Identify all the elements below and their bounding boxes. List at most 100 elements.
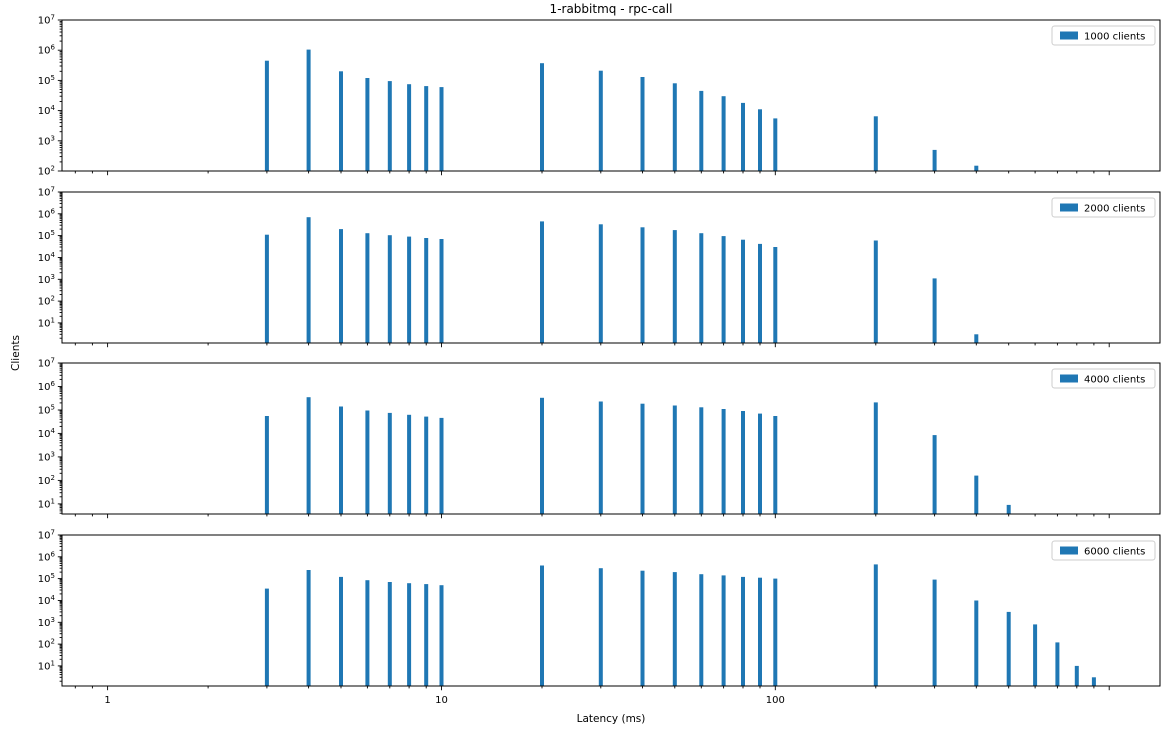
y-tick-label: 105: [38, 229, 55, 242]
bar: [407, 414, 412, 514]
legend: 6000 clients: [1051, 540, 1156, 561]
bar: [699, 574, 704, 686]
y-tick-label: 104: [38, 594, 56, 607]
bar: [365, 410, 370, 514]
bar: [640, 227, 645, 343]
bar: [640, 77, 645, 171]
legend-swatch: [1060, 374, 1078, 383]
bar: [1074, 665, 1079, 686]
bar: [699, 233, 704, 343]
legend-swatch: [1060, 203, 1078, 212]
bar: [773, 416, 778, 514]
y-tick-label: 101: [38, 316, 55, 329]
bar: [758, 243, 762, 343]
y-tick-label: 102: [38, 638, 55, 651]
bar: [264, 416, 269, 514]
bar: [387, 81, 392, 171]
y-tick-label: 102: [38, 165, 55, 178]
bar: [721, 236, 726, 343]
legend: 4000 clients: [1051, 368, 1156, 389]
bar: [424, 86, 429, 171]
bar: [264, 588, 269, 686]
bar: [439, 239, 444, 343]
bar: [721, 96, 726, 171]
bar: [932, 435, 937, 514]
bar: [1055, 642, 1060, 686]
y-tick-label: 107: [38, 14, 55, 27]
x-tick-label: 1: [104, 695, 110, 706]
y-axis-label: Clients: [10, 335, 22, 371]
subplot-4000-clients: 107 106 105 104 103 102 101 4000 clients: [38, 357, 1161, 519]
y-tick-label: 102: [38, 474, 55, 487]
bar: [439, 417, 444, 514]
bar: [721, 409, 726, 514]
bar: [699, 407, 704, 514]
bar: [741, 102, 745, 171]
bar: [439, 585, 444, 686]
y-tick-label: 105: [38, 572, 55, 585]
y-tick-label: 106: [38, 380, 56, 393]
bar: [758, 577, 762, 686]
bar: [424, 238, 429, 343]
legend-swatch: [1060, 31, 1078, 40]
bar: [540, 397, 544, 514]
legend-label: 6000 clients: [1084, 547, 1145, 558]
axes-frame: [61, 362, 1161, 515]
bar: [598, 224, 603, 343]
bar: [339, 576, 343, 686]
bar: [365, 78, 370, 171]
bar: [264, 234, 269, 343]
bar: [598, 401, 603, 514]
bar: [932, 278, 937, 343]
bar: [672, 572, 677, 686]
y-tick-label: 103: [38, 134, 55, 147]
bar: [339, 406, 343, 514]
bar: [741, 576, 745, 686]
bar: [306, 217, 311, 343]
bar: [540, 565, 544, 686]
chart-title: 1-rabbitmq - rpc-call: [549, 2, 673, 16]
bar: [873, 564, 878, 686]
bar: [758, 413, 762, 514]
bar: [306, 570, 311, 686]
y-tick-label: 101: [38, 497, 55, 510]
bar: [873, 402, 878, 514]
bar: [407, 84, 412, 171]
axes-frame: [61, 19, 1161, 172]
bar: [424, 584, 429, 686]
y-tick-label: 106: [38, 550, 56, 563]
bar: [306, 397, 311, 514]
y-tick-label: 105: [38, 74, 55, 87]
x-axis-label: Latency (ms): [576, 713, 646, 725]
subplot-2000-clients: 107 106 105 104 103 102 101 2000 clients: [38, 186, 1161, 348]
bar: [974, 165, 979, 171]
bar: [365, 580, 370, 686]
legend: 1000 clients: [1051, 25, 1156, 46]
legend-swatch: [1060, 546, 1078, 555]
y-tick-label: 106: [38, 207, 56, 220]
bar: [974, 475, 979, 514]
bar: [773, 578, 778, 686]
y-tick-label: 101: [38, 659, 55, 672]
legend-box: [1051, 197, 1156, 218]
bar: [672, 83, 677, 171]
bar: [439, 87, 444, 171]
bar: [932, 579, 937, 686]
axes-frame: [61, 534, 1161, 687]
subplot-1000-clients: 107 106 105 104 103 102 1000 clients: [38, 14, 1161, 178]
bar: [424, 416, 429, 514]
bar: [974, 334, 979, 343]
y-tick-label: 103: [38, 616, 55, 629]
bar: [540, 63, 544, 172]
y-tick-label: 107: [38, 357, 55, 370]
bar: [741, 239, 745, 343]
legend-box: [1051, 25, 1156, 46]
bar: [974, 600, 979, 686]
legend-box: [1051, 368, 1156, 389]
subplot-6000-clients: 107 106 105 104 103 102 101 1 10 100 6000 clients: [38, 529, 1161, 706]
bar: [339, 229, 343, 343]
bar: [540, 221, 544, 343]
y-tick-label: 102: [38, 295, 55, 308]
